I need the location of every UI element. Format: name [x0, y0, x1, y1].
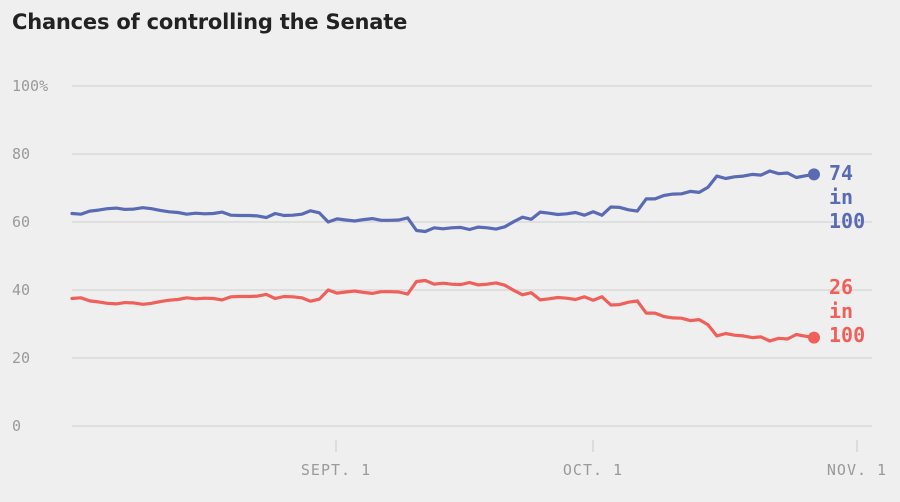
series-end-point-dem	[808, 168, 820, 181]
y-axis-ticks: 100% 80 60 40 20 0	[12, 77, 48, 435]
series-lines	[70, 168, 820, 344]
end-label-rep: 26	[829, 275, 853, 299]
x-axis-ticks: SEPT. 1 OCT. 1 NOV. 1	[301, 440, 887, 479]
end-label-rep: in	[829, 299, 853, 323]
x-tick-label: NOV. 1	[827, 461, 887, 479]
series-line-dem	[70, 169, 816, 234]
chart-title: Chances of controlling the Senate	[12, 10, 408, 34]
y-tick-label: 60	[12, 213, 30, 231]
y-tick-label: 80	[12, 145, 30, 163]
grid-lines	[72, 85, 872, 427]
y-tick-label: 100%	[12, 77, 48, 95]
y-tick-label: 0	[12, 417, 21, 435]
end-label-rep: 100	[829, 323, 865, 347]
y-tick-label: 20	[12, 349, 30, 367]
end-label-dem: in	[829, 185, 853, 209]
x-tick-label: SEPT. 1	[301, 461, 371, 479]
series-line-rep	[70, 278, 816, 343]
y-tick-label: 40	[12, 281, 30, 299]
end-label-dem: 74	[829, 161, 853, 185]
x-tick-label: OCT. 1	[563, 461, 623, 479]
series-end-point-rep	[808, 331, 820, 344]
end-label-dem: 100	[829, 209, 865, 233]
